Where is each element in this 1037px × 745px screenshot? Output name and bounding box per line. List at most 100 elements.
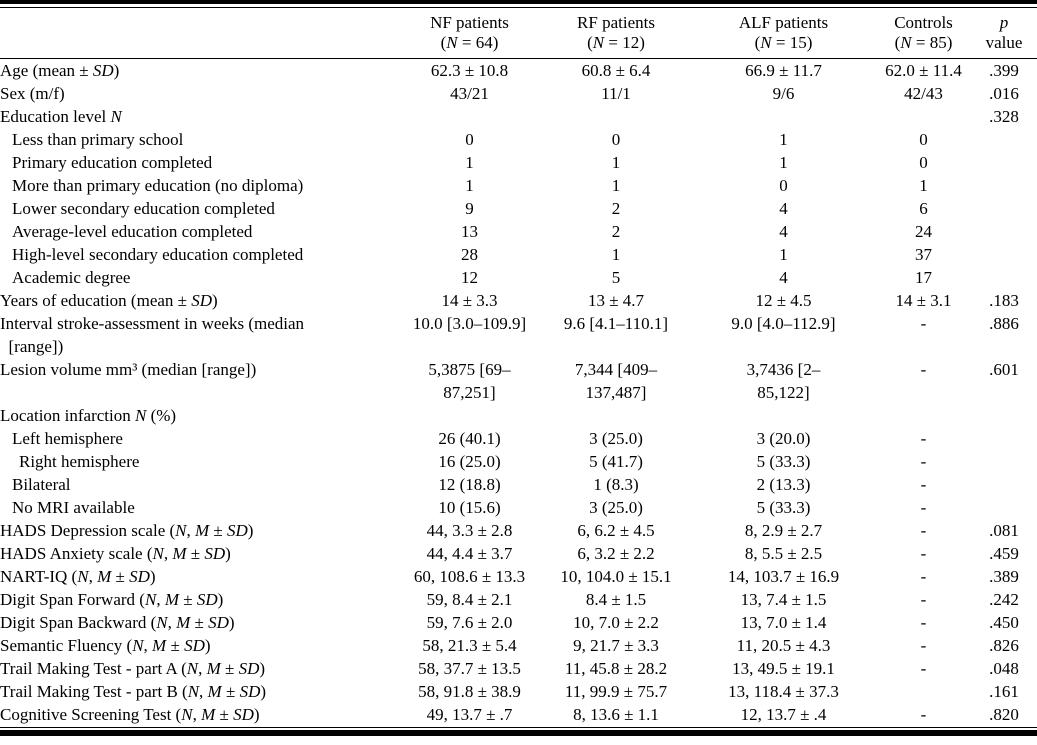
value-cell: 58, 91.8 ± 38.9 xyxy=(418,682,521,701)
value-cell: 60, 108.6 ± 13.3 xyxy=(413,567,526,586)
bottom-thin-rule xyxy=(0,727,1037,728)
value-cell: 1 xyxy=(779,153,788,172)
value-cell: - xyxy=(920,705,927,724)
value-cell: - xyxy=(920,521,927,540)
table-row: Less than primary school 0 0 1 0 xyxy=(0,128,1037,151)
value-cell: 26 (40.1) xyxy=(438,429,501,448)
p-value-cell xyxy=(971,243,1037,266)
table-row: NART-IQ (N, M ± SD) 60, 108.6 ± 13.3 10, 1… xyxy=(0,565,1037,588)
value-cell: 58, 21.3 ± 5.4 xyxy=(422,636,517,655)
value-cell: 14, 103.7 ± 16.9 xyxy=(727,567,840,586)
value-cell: 4 xyxy=(779,268,788,287)
p-value-cell xyxy=(971,496,1037,519)
row-label: Semantic Fluency (N, M ± SD) xyxy=(0,636,211,655)
p-value-cell: .389 xyxy=(989,567,1019,586)
value-cell: 1 xyxy=(779,245,788,264)
value-cell: 6, 3.2 ± 2.2 xyxy=(577,544,655,563)
value-cell: 42/43 xyxy=(904,84,943,103)
value-cell: 12, 13.7 ± .4 xyxy=(740,705,827,724)
value-cell: 12 (18.8) xyxy=(438,475,501,494)
value-cell: 5 (33.3) xyxy=(756,452,811,471)
value-cell: 0 xyxy=(919,130,928,149)
value-cell: 62.3 ± 10.8 xyxy=(430,61,509,80)
value-cell: 10, 7.0 ± 2.2 xyxy=(573,613,659,632)
value-cell: 1 (8.3) xyxy=(593,475,639,494)
value-cell: 2 xyxy=(611,222,621,241)
column-header-line: (N = 64) xyxy=(440,33,499,52)
column-header-line: ALF patients xyxy=(738,13,829,32)
p-value-cell xyxy=(971,197,1037,220)
table-row: Academic degree 12 5 4 17 xyxy=(0,266,1037,289)
p-value-cell xyxy=(971,266,1037,289)
row-label: Trail Making Test - part B (N, M ± SD) xyxy=(0,682,267,701)
value-cell: 58, 37.7 ± 13.5 xyxy=(418,659,521,678)
value-cell: 1 xyxy=(919,176,928,195)
value-cell: 5 (33.3) xyxy=(756,498,811,517)
value-cell: 13, 118.4 ± 37.3 xyxy=(728,682,839,701)
value-cell: 1 xyxy=(611,176,621,195)
table-row: Cognitive Screening Test (N, M ± SD) 49, … xyxy=(0,703,1037,726)
row-label: Less than primary school xyxy=(12,130,184,149)
value-cell: 13, 7.0 ± 1.4 xyxy=(740,613,827,632)
value-cell: - xyxy=(920,590,927,609)
value-cell: 5,3875 [69– 87,251] xyxy=(428,360,511,402)
value-cell: 8, 2.9 ± 2.7 xyxy=(744,521,823,540)
row-label: Interval stroke-assessment in weeks (med… xyxy=(0,314,305,356)
value-cell: 43/21 xyxy=(450,84,489,103)
column-header-line: p xyxy=(999,13,1009,32)
p-value-cell: .242 xyxy=(989,590,1019,609)
p-value-cell xyxy=(971,427,1037,450)
row-label: Education level N xyxy=(0,107,122,126)
p-value-cell: .399 xyxy=(989,61,1019,80)
value-cell: 0 xyxy=(919,153,928,172)
value-cell xyxy=(398,404,541,427)
table-row: Primary education completed 1 1 1 0 xyxy=(0,151,1037,174)
row-label: Age (mean ± SD) xyxy=(0,61,120,80)
top-thick-rule xyxy=(0,0,1037,4)
value-cell: 59, 8.4 ± 2.1 xyxy=(426,590,513,609)
row-label: Sex (m/f) xyxy=(0,84,65,103)
value-cell: 3 (25.0) xyxy=(589,429,643,448)
column-header-line: (N = 85) xyxy=(894,33,953,52)
table-body: Age (mean ± SD) 62.3 ± 10.8 60.8 ± 6.4 66.9… xyxy=(0,59,1037,727)
value-cell: 11, 45.8 ± 28.2 xyxy=(564,659,668,678)
column-header-nf-patients: NF patients (N = 64) xyxy=(398,8,541,59)
row-label: More than primary education (no diploma) xyxy=(12,176,304,195)
value-cell: 16 (25.0) xyxy=(438,452,501,471)
corner-cell xyxy=(0,8,398,59)
p-value-cell: .820 xyxy=(989,705,1019,724)
value-cell xyxy=(398,105,541,128)
table-row: Right hemisphere 16 (25.0) 5 (41.7) 5 (33.3… xyxy=(0,450,1037,473)
table-row: More than primary education (no diploma)… xyxy=(0,174,1037,197)
p-value-cell xyxy=(971,128,1037,151)
p-value-cell: .048 xyxy=(989,659,1019,678)
value-cell: 37 xyxy=(915,245,932,264)
column-header-alf-patients: ALF patients (N = 15) xyxy=(691,8,876,59)
value-cell: - xyxy=(920,429,927,448)
value-cell: 10, 104.0 ± 15.1 xyxy=(560,567,672,586)
value-cell xyxy=(691,404,876,427)
row-label: HADS Anxiety scale (N, M ± SD) xyxy=(0,544,231,563)
row-label: Lower secondary education completed xyxy=(12,199,275,218)
p-value-cell xyxy=(971,404,1037,427)
row-label: Cognitive Screening Test (N, M ± SD) xyxy=(0,705,260,724)
value-cell: 14 ± 3.3 xyxy=(441,291,498,310)
p-value-cell: .328 xyxy=(989,107,1019,126)
value-cell: 66.9 ± 11.7 xyxy=(745,61,822,80)
value-cell: 6 xyxy=(919,199,928,218)
value-cell xyxy=(541,404,691,427)
value-cell: - xyxy=(920,567,927,586)
row-label: Left hemisphere xyxy=(12,429,123,448)
table-row: Location infarction N (%) xyxy=(0,404,1037,427)
row-label: Academic degree xyxy=(12,268,131,287)
value-cell: 60.8 ± 6.4 xyxy=(581,61,651,80)
value-cell: 1 xyxy=(779,130,788,149)
p-value-cell: .826 xyxy=(989,636,1019,655)
p-value-cell: .601 xyxy=(989,360,1019,379)
row-label: Lesion volume mm³ (median [range]) xyxy=(0,360,257,379)
value-cell: 9.0 [4.0–112.9] xyxy=(731,314,836,333)
row-label: Bilateral xyxy=(12,475,71,494)
column-header-line: value xyxy=(985,33,1023,52)
table-row: Years of education (mean ± SD) 14 ± 3.3 13… xyxy=(0,289,1037,312)
